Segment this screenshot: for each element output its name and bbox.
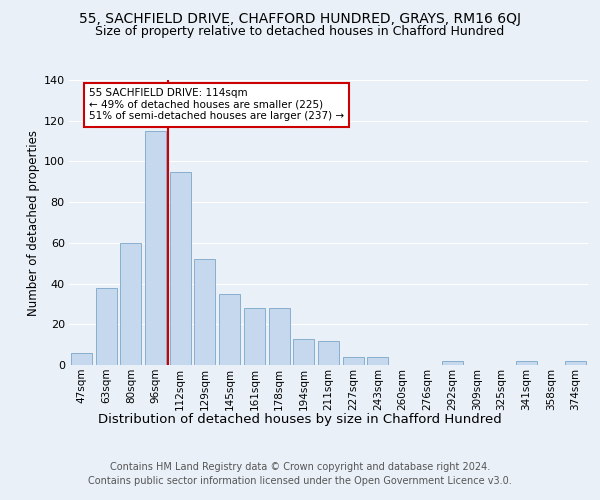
Y-axis label: Number of detached properties: Number of detached properties xyxy=(26,130,40,316)
Text: Size of property relative to detached houses in Chafford Hundred: Size of property relative to detached ho… xyxy=(95,25,505,38)
Bar xyxy=(145,131,166,365)
Bar xyxy=(565,361,586,365)
Bar xyxy=(269,308,290,365)
Bar xyxy=(71,353,92,365)
Text: Contains HM Land Registry data © Crown copyright and database right 2024.: Contains HM Land Registry data © Crown c… xyxy=(110,462,490,472)
Bar xyxy=(367,357,388,365)
Bar xyxy=(120,243,141,365)
Bar xyxy=(244,308,265,365)
Bar xyxy=(293,338,314,365)
Bar xyxy=(318,340,339,365)
Text: 55, SACHFIELD DRIVE, CHAFFORD HUNDRED, GRAYS, RM16 6QJ: 55, SACHFIELD DRIVE, CHAFFORD HUNDRED, G… xyxy=(79,12,521,26)
Bar xyxy=(516,361,537,365)
Bar xyxy=(170,172,191,365)
Bar xyxy=(343,357,364,365)
Bar xyxy=(194,259,215,365)
Bar xyxy=(219,294,240,365)
Bar xyxy=(442,361,463,365)
Bar xyxy=(95,288,116,365)
Text: Distribution of detached houses by size in Chafford Hundred: Distribution of detached houses by size … xyxy=(98,412,502,426)
Text: 55 SACHFIELD DRIVE: 114sqm
← 49% of detached houses are smaller (225)
51% of sem: 55 SACHFIELD DRIVE: 114sqm ← 49% of deta… xyxy=(89,88,344,122)
Text: Contains public sector information licensed under the Open Government Licence v3: Contains public sector information licen… xyxy=(88,476,512,486)
